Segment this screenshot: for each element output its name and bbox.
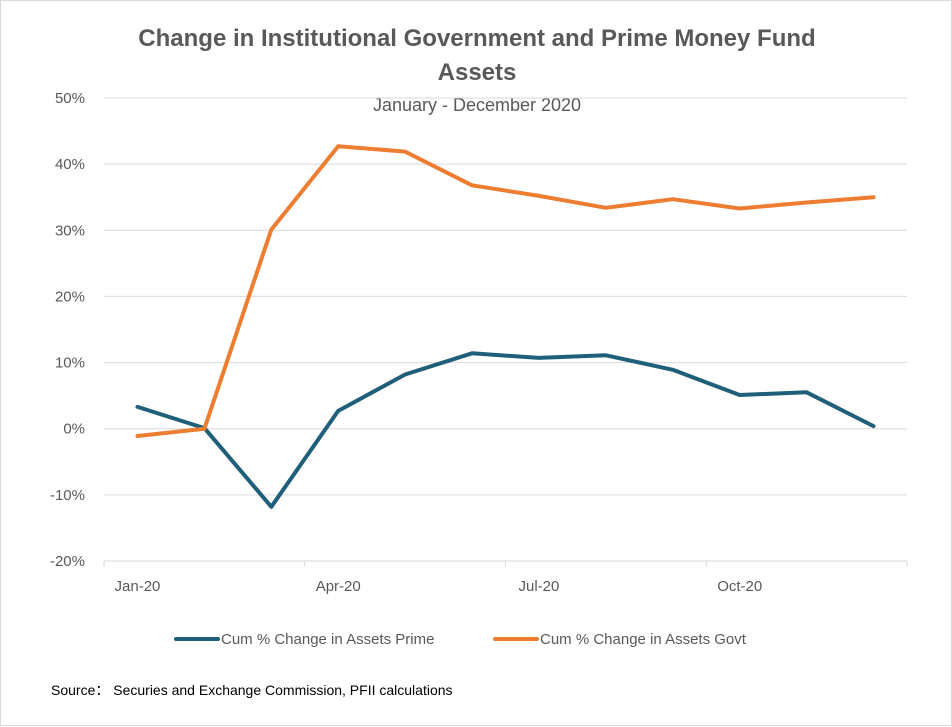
y-tick-label: 40%: [55, 156, 85, 173]
series-lines: [135, 144, 876, 509]
x-tick-label: Jul-20: [519, 578, 560, 595]
y-tick-label: 20%: [55, 288, 85, 305]
chart-title: Change in Institutional Government and P…: [138, 25, 815, 52]
y-tick-label: -10%: [50, 487, 85, 504]
y-tick-label: 30%: [55, 222, 85, 239]
chart-title-line2: Assets: [438, 59, 517, 86]
x-tick-label: Jan-20: [115, 578, 161, 595]
source-note: Source： Securies and Exchange Commission…: [51, 682, 453, 698]
x-tick-label: Oct-20: [717, 578, 762, 595]
x-axis: Jan-20 Apr-20 Jul-20 Oct-20: [103, 560, 908, 595]
series-line-prime: [135, 351, 876, 509]
y-tick-label: -20%: [50, 553, 85, 570]
legend: Cum % Change in Assets Prime Cum % Change…: [174, 631, 747, 648]
gridlines: [104, 97, 907, 562]
legend-label: Cum % Change in Assets Prime: [221, 631, 434, 648]
legend-label: Cum % Change in Assets Govt: [540, 631, 747, 648]
x-tick-label: Apr-20: [316, 578, 361, 595]
y-axis-ticks: 50% 40% 30% 20% 10% 0% -10% -20%: [50, 90, 85, 570]
chart-subtitle: January - December 2020: [373, 95, 581, 115]
y-tick-label: 0%: [63, 421, 85, 438]
series-line-govt: [135, 144, 876, 438]
y-tick-label: 10%: [55, 355, 85, 372]
y-tick-label: 50%: [55, 90, 85, 107]
